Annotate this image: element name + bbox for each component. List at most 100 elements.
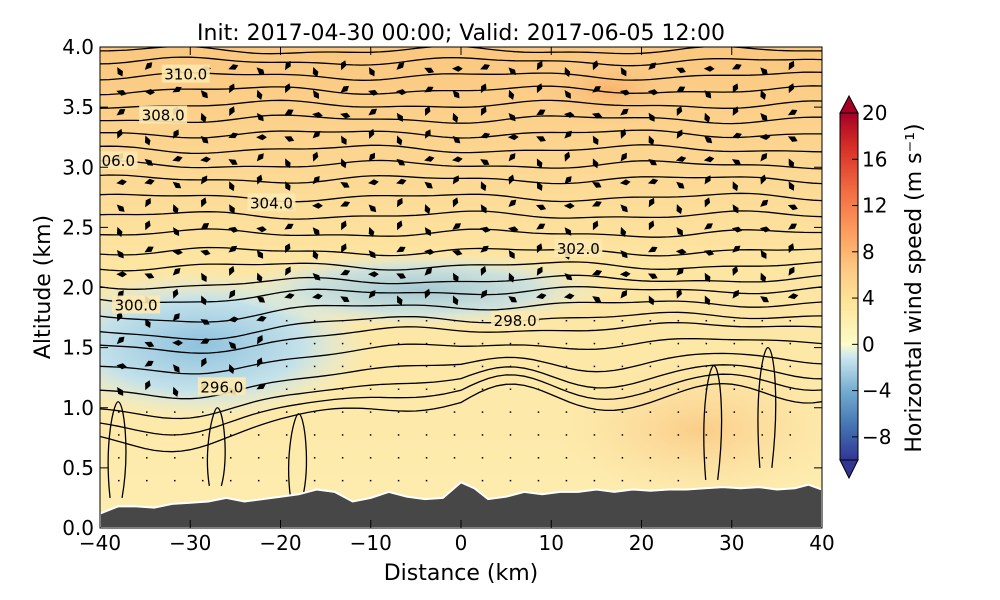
wind-vector [312, 176, 320, 185]
wind-vector [563, 293, 575, 300]
wind-vector [761, 319, 764, 322]
colorbar-tick-label: −4 [862, 379, 891, 403]
wind-vector [285, 243, 291, 254]
wind-vector [480, 181, 487, 192]
wind-vector [620, 204, 628, 213]
wind-vector [565, 388, 568, 391]
wind-vector [565, 342, 568, 345]
isentrope-line [100, 56, 822, 67]
wind-vector [676, 86, 686, 93]
contour-label: 306.0 [92, 152, 135, 170]
wind-vector [200, 223, 210, 230]
wind-vector [285, 319, 288, 322]
wind-vector [508, 153, 516, 162]
wind-vector [733, 457, 736, 459]
wind-vector [480, 83, 487, 94]
wind-vector [789, 411, 792, 413]
wind-vector [676, 204, 683, 215]
wind-vector [537, 479, 540, 482]
wind-vector [228, 316, 239, 323]
wind-vector [619, 271, 631, 278]
wind-vector [453, 388, 456, 391]
isentrope-line [757, 346, 777, 468]
wind-vector [564, 176, 572, 185]
wind-vector [565, 457, 568, 459]
wind-vector [733, 388, 736, 391]
wind-vector [368, 290, 376, 299]
isentrope-line [100, 300, 822, 323]
isentrope-line [206, 407, 226, 487]
wind-vector [508, 226, 519, 233]
wind-vector [117, 387, 124, 396]
y-axis-label: Altitude (km) [31, 215, 56, 359]
wind-vector [789, 388, 792, 391]
wind-vector [452, 112, 459, 123]
isentrope-line [100, 285, 822, 304]
wind-vector [174, 411, 176, 413]
isentrope-line [100, 337, 822, 375]
wind-vector [509, 365, 512, 368]
wind-vector [257, 411, 260, 413]
wind-vector [508, 89, 515, 100]
wind-vector [368, 226, 375, 237]
x-tick-label: −40 [79, 531, 121, 555]
wind-vector [704, 136, 713, 144]
contour-label: 300.0 [115, 297, 158, 315]
wind-vector [144, 341, 155, 348]
wind-vector [704, 272, 711, 283]
wind-vector [116, 336, 125, 345]
contour-label-bg [491, 311, 540, 330]
wind-vector [368, 271, 379, 278]
isentrope-line [100, 228, 822, 238]
wind-vector [675, 248, 687, 255]
wind-vector [677, 388, 680, 391]
wind-vector [200, 175, 208, 185]
wind-vector [340, 60, 347, 71]
wind-vector [256, 226, 267, 233]
wind-vector [341, 457, 344, 459]
wind-vector [565, 479, 568, 482]
wind-vector [760, 89, 766, 100]
wind-vector [256, 134, 267, 141]
wind-vector [452, 272, 459, 283]
wind-vector [257, 457, 260, 459]
wind-vector [563, 111, 575, 118]
contour-label: 310.0 [164, 66, 207, 84]
wind-vector [256, 315, 267, 322]
wind-vector [481, 388, 484, 391]
wind-vector [397, 365, 400, 368]
wind-vector [564, 90, 571, 99]
contour-label-bg [554, 239, 603, 258]
wind-vector [397, 388, 400, 391]
wind-vector [397, 342, 400, 345]
wind-vector [369, 365, 372, 368]
wind-vector [536, 83, 543, 94]
wind-vector [787, 136, 798, 142]
wind-vector [508, 272, 515, 283]
wind-vector [733, 434, 736, 436]
wind-vector [675, 67, 686, 74]
wind-vector [424, 181, 433, 189]
wind-vector [312, 151, 319, 162]
colorbar-tick-label: 20 [862, 101, 887, 125]
wind-vector [620, 152, 627, 162]
wind-vector [621, 479, 624, 482]
wind-vector [536, 204, 547, 211]
wind-vector [564, 67, 571, 77]
wind-vector [649, 411, 652, 413]
wind-vector [705, 434, 708, 436]
x-axis-label: Distance (km) [384, 561, 539, 586]
wind-vector [424, 227, 431, 236]
colorbar-tick-label: −8 [862, 425, 891, 449]
wind-vector [257, 357, 263, 368]
colorbar: −8 −4 0 4 8 12 16 20 Horizontal wind speed (m s… [839, 94, 927, 480]
wind-vector [396, 112, 403, 122]
wind-vector [397, 295, 403, 306]
wind-vector [703, 250, 715, 256]
wind-vector [312, 130, 321, 139]
wind-vector [144, 178, 155, 185]
wind-vector [761, 388, 764, 391]
wind-vector [312, 67, 319, 77]
wind-vector [368, 152, 375, 162]
wind-vector [172, 249, 183, 255]
